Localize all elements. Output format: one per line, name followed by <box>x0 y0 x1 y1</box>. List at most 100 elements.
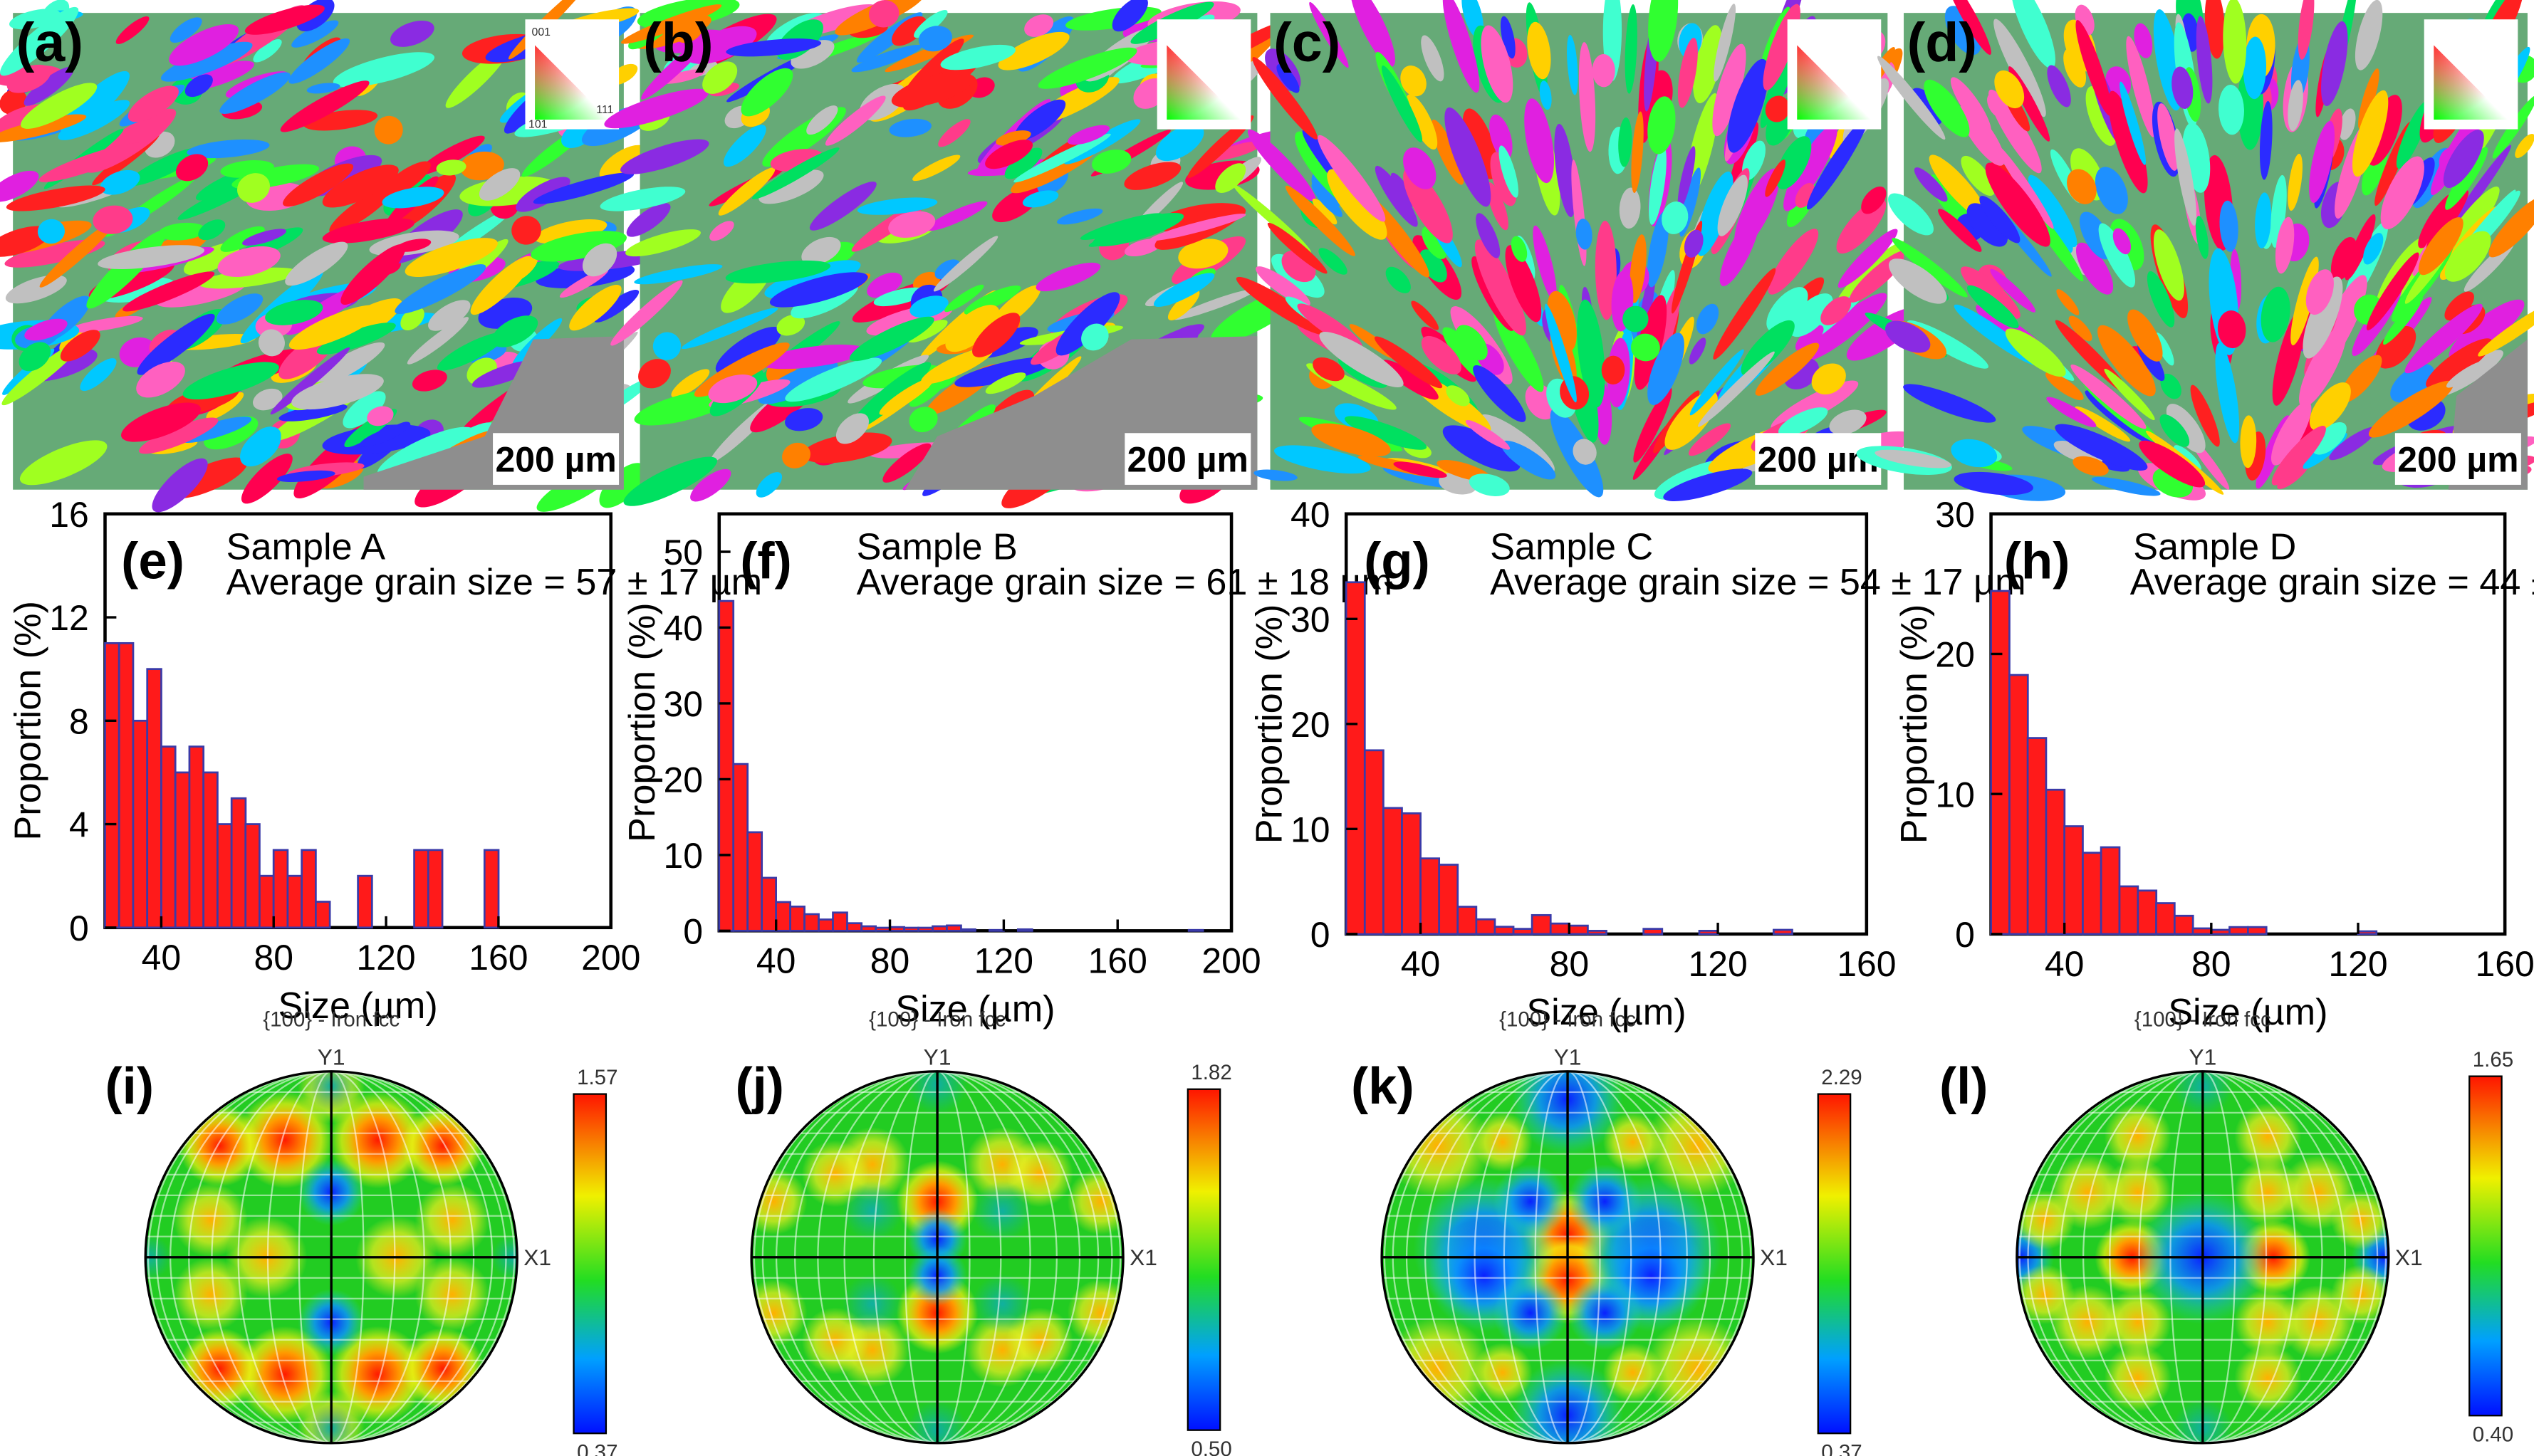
x-tick-label: 80 <box>2191 944 2231 984</box>
grain <box>985 140 1033 169</box>
histogram-bar <box>1475 918 1496 936</box>
grain <box>1173 288 1256 320</box>
grain <box>1861 186 1887 214</box>
panel-label-d: (d) <box>1907 12 1978 73</box>
grain <box>1533 225 1557 301</box>
histogram-bar <box>2082 852 2102 936</box>
histogram-bar <box>761 876 777 932</box>
grain <box>2085 86 2117 146</box>
grain <box>1573 439 1597 465</box>
grain <box>879 377 934 415</box>
average-grain-size: Average grain size = 44 ± 13 µm <box>2130 562 2534 603</box>
average-grain-size: Average grain size = 61 ± 18 µm <box>857 562 1392 603</box>
grain <box>0 226 51 257</box>
grain <box>6 185 105 211</box>
grain <box>2055 424 2148 471</box>
grain <box>1344 416 1427 450</box>
grain <box>1421 35 1444 82</box>
ipf-left-label: 101 <box>528 118 548 130</box>
histogram-bar <box>2008 674 2029 936</box>
grain <box>802 432 892 463</box>
grain <box>98 245 205 270</box>
grain <box>1979 196 2021 243</box>
grain <box>516 177 570 212</box>
grain <box>2204 0 2225 59</box>
grain <box>169 23 239 66</box>
grain <box>152 458 208 513</box>
grain <box>2067 169 2097 204</box>
grain <box>1476 213 1501 258</box>
panel-label-b: (b) <box>643 12 714 73</box>
grain <box>1647 332 1684 405</box>
grain <box>470 256 533 315</box>
grain <box>2112 228 2132 255</box>
grain <box>938 119 971 147</box>
grain <box>1717 174 1748 236</box>
grain <box>306 83 340 94</box>
grain <box>1595 221 1617 320</box>
histogram-bar <box>1456 906 1478 936</box>
grain <box>801 236 841 266</box>
grain <box>533 172 635 204</box>
grain <box>1400 66 1427 97</box>
grain <box>412 370 447 392</box>
histogram-bar <box>889 926 905 932</box>
grain <box>1406 94 1438 150</box>
grain <box>1273 445 1371 474</box>
grain <box>479 168 521 201</box>
grain <box>1381 65 1423 142</box>
grain <box>1888 193 1934 236</box>
average-grain-size: Average grain size = 54 ± 17 µm <box>1490 562 2025 603</box>
grain <box>1995 144 2054 229</box>
grain <box>2126 36 2156 137</box>
grain <box>1778 407 1828 436</box>
grain <box>1601 355 1625 384</box>
grain <box>491 315 538 347</box>
grain <box>1469 473 1510 496</box>
grain <box>972 313 1021 357</box>
grain <box>1592 54 1615 88</box>
grain <box>60 330 100 362</box>
grain <box>1649 145 1667 225</box>
grain <box>1247 129 1316 202</box>
y-tick-label: 30 <box>1935 495 1975 535</box>
histogram-bar <box>483 849 500 929</box>
grain <box>1846 307 1922 361</box>
grain <box>1618 117 1632 167</box>
grain <box>1486 182 1508 231</box>
intensity-spot <box>2234 1158 2302 1226</box>
grain <box>759 345 865 370</box>
grain <box>909 407 938 433</box>
grain <box>1929 154 1988 220</box>
histogram-bar <box>1016 928 1033 932</box>
grain <box>1633 387 1672 463</box>
grain <box>2166 404 2206 454</box>
grain <box>1421 335 1461 375</box>
y-tick-label: 4 <box>69 805 89 845</box>
ipf-legend <box>1157 19 1251 130</box>
grain <box>2270 401 2312 466</box>
grain <box>0 6 79 76</box>
grain <box>1473 365 1526 422</box>
grain <box>170 17 202 43</box>
histogram-bar <box>2045 788 2066 936</box>
grain <box>641 35 711 100</box>
grain <box>1729 122 1759 193</box>
grain <box>2095 167 2128 214</box>
grain <box>1474 239 1526 336</box>
y-tick-label: 0 <box>1310 915 1330 955</box>
histogram-bar <box>1990 590 2011 936</box>
grain <box>599 145 648 182</box>
histogram-bar <box>2137 889 2158 936</box>
grain <box>1619 187 1641 229</box>
grain <box>918 26 952 52</box>
grain <box>21 83 98 129</box>
grain <box>1285 185 1355 256</box>
histogram-bar <box>2173 914 2194 936</box>
grain <box>791 40 835 69</box>
grain <box>343 391 386 429</box>
grain <box>1924 79 1970 137</box>
histogram-bar <box>2100 846 2121 936</box>
grain <box>1689 349 1744 416</box>
histogram-h: 40 80 120 160 0 10 20 30 Size (µm) Proportion (%)… <box>1894 495 2534 1033</box>
